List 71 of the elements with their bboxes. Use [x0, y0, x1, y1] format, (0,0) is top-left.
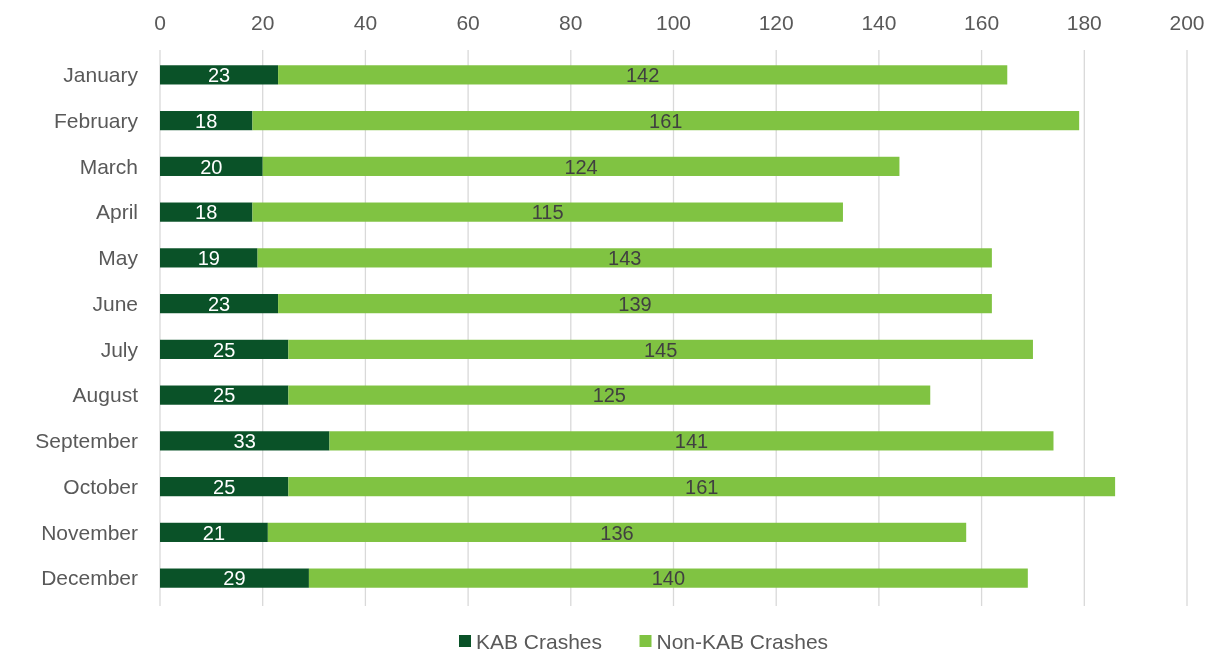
legend-label: KAB Crashes: [476, 629, 603, 653]
y-tick-label: June: [92, 291, 138, 315]
bar: [257, 248, 992, 268]
legend-label: Non-KAB Crashes: [656, 629, 829, 653]
y-tick-label: October: [63, 474, 138, 498]
bar: [252, 202, 843, 222]
x-tick-label: 100: [655, 11, 692, 34]
data-label: 23: [207, 64, 231, 87]
data-label: 25: [213, 338, 236, 361]
data-label: 25: [213, 384, 236, 407]
y-tick-label: November: [41, 520, 138, 544]
data-label: 18: [195, 109, 218, 132]
bar: [288, 339, 1033, 359]
data-label: 141: [674, 430, 709, 453]
data-label: 19: [197, 247, 220, 270]
data-label: 21: [202, 521, 226, 544]
data-label: 125: [592, 384, 626, 407]
y-tick-label: May: [98, 246, 139, 270]
x-tick-label: 120: [758, 11, 794, 34]
bar: [160, 431, 330, 451]
bar: [329, 431, 1054, 451]
data-label: 23: [207, 292, 231, 315]
bar: [160, 65, 279, 85]
x-tick-label: 200: [1169, 11, 1205, 34]
bar: [252, 111, 1080, 131]
data-label: 33: [233, 430, 256, 453]
data-label: 29: [223, 567, 246, 590]
x-tick-label: 40: [353, 11, 378, 34]
y-tick-label: January: [63, 63, 139, 87]
bar: [160, 568, 309, 588]
y-tick-label: August: [72, 383, 139, 407]
bar: [160, 156, 263, 176]
bar: [160, 522, 268, 542]
bar: [278, 294, 992, 314]
data-label: 142: [626, 64, 660, 87]
y-tick-label: September: [35, 429, 138, 453]
data-label: 143: [608, 247, 642, 270]
x-tick-label: 140: [861, 11, 897, 34]
data-label: 139: [618, 292, 652, 315]
x-tick-label: 80: [559, 11, 583, 34]
x-tick-label: 180: [1066, 11, 1102, 34]
data-label: 161: [649, 109, 683, 132]
y-tick-label: February: [53, 108, 139, 132]
y-tick-label: April: [95, 200, 138, 224]
bar: [288, 385, 931, 405]
y-tick-label: July: [100, 337, 139, 361]
x-tick-label: 0: [154, 11, 166, 34]
bar: [262, 156, 900, 176]
y-tick-label: December: [41, 566, 138, 590]
x-tick-label: 160: [964, 11, 1000, 34]
data-label: 18: [195, 201, 218, 224]
data-label: 115: [531, 201, 564, 224]
data-label: 124: [564, 155, 598, 178]
bar: [160, 248, 258, 268]
bar: [160, 385, 289, 405]
bar: [160, 294, 279, 314]
data-label: 145: [643, 338, 678, 361]
bar: [160, 339, 289, 359]
data-label: 25: [213, 475, 236, 498]
data-label: 136: [600, 521, 634, 544]
data-label: 20: [200, 155, 223, 178]
bar: [288, 477, 1116, 497]
data-label: 161: [685, 475, 719, 498]
data-label: 140: [651, 567, 686, 590]
bar: [267, 522, 967, 542]
x-tick-label: 20: [251, 11, 275, 34]
bar: [160, 477, 289, 497]
x-tick-label: 60: [456, 11, 480, 34]
bar: [278, 65, 1008, 85]
bar: [308, 568, 1028, 588]
y-tick-label: March: [79, 154, 138, 178]
